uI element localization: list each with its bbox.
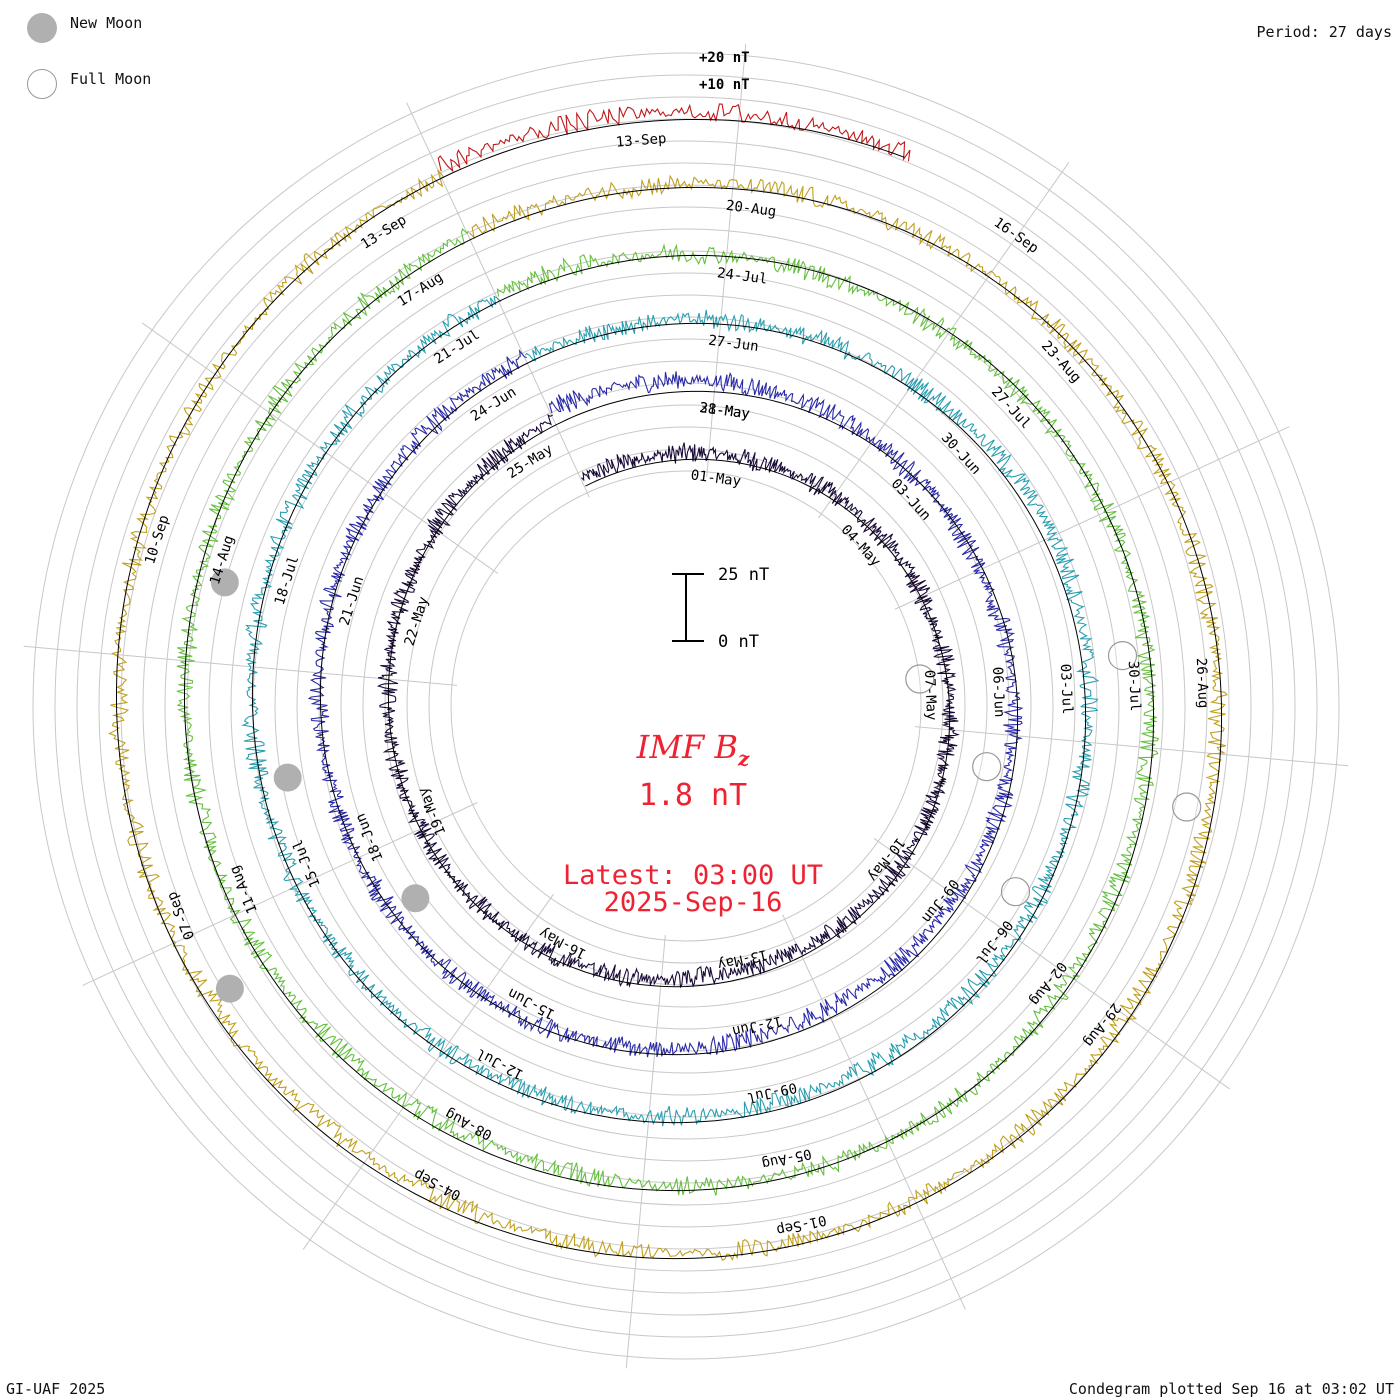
baseline-ring	[387, 423, 951, 988]
full-moon-icon	[27, 69, 57, 99]
latest-time: Latest: 03:00 UT	[562, 860, 824, 891]
baseline-ring	[116, 176, 1222, 1260]
date-labels: 01-May04-May07-May10-May13-May16-May19-M…	[142, 131, 1211, 1238]
date-label: 01-May	[690, 467, 742, 489]
new-moon-marker	[210, 568, 239, 597]
date-label: 27-Jun	[707, 333, 759, 355]
date-label: 13-Sep	[615, 131, 667, 151]
baseline-ring	[443, 119, 905, 178]
scale-bar-top-label: 25 nT	[718, 565, 769, 585]
date-label: 04-May	[838, 522, 884, 570]
date-label: 26-Aug	[1193, 658, 1211, 709]
grid-ring	[54, 74, 1318, 1338]
chart-title-main: IMF B	[636, 728, 738, 766]
grid-ring	[428, 448, 944, 964]
full-moon-marker	[1107, 640, 1138, 671]
date-label: 28-May	[699, 400, 751, 422]
date-label: 24-Jul	[716, 265, 768, 287]
date-label: 04-Sep	[411, 1166, 463, 1204]
bz-trace-2	[307, 349, 1024, 1058]
grid-ring	[406, 426, 966, 986]
moon-markers	[210, 568, 1202, 1003]
chart-title: IMF Bz	[0, 728, 1386, 770]
grid-ring	[252, 272, 1120, 1140]
date-label: 24-Jun	[468, 384, 519, 425]
grid-ring	[98, 118, 1274, 1294]
grid-ring	[450, 470, 922, 942]
plotted-label: Condegram plotted Sep 16 at 03:02 UT	[1068, 1380, 1394, 1398]
bz-trace-6	[437, 103, 911, 173]
ref-label-10: +10 nT	[699, 77, 750, 93]
grid-spoke	[625, 935, 666, 1369]
grid-ring	[340, 360, 1032, 1052]
credit-label: GI-UAF 2025	[6, 1380, 106, 1398]
bz-trace-4	[176, 227, 1160, 1196]
grid-spoke	[818, 162, 1070, 519]
date-label: 08-Aug	[443, 1105, 495, 1143]
grid-spoke	[915, 726, 1349, 767]
date-label: 17-Aug	[395, 269, 446, 310]
new-moon-label: New Moon	[70, 14, 143, 32]
bz-trace-1	[376, 413, 960, 989]
scale-bar: 25 nT 0 nT	[672, 565, 769, 652]
grid-spoke	[302, 893, 554, 1250]
new-moon-marker	[215, 974, 244, 1003]
grid-ring	[274, 294, 1098, 1118]
baseline-ring	[251, 300, 1087, 1124]
grid-ring	[296, 316, 1076, 1096]
reference-circles	[116, 119, 1222, 1260]
date-label: 10-Sep	[142, 513, 172, 566]
period-label: Period: 27 days	[1256, 23, 1392, 41]
full-moon-marker	[972, 752, 1002, 782]
date-label: 21-Jun	[337, 574, 367, 627]
baseline-ring	[184, 238, 1155, 1192]
new-moon-marker	[401, 884, 430, 913]
full-moon-marker	[905, 664, 935, 694]
grid-ring	[230, 250, 1142, 1162]
date-label: 31-May	[699, 400, 751, 422]
grid-ring	[142, 162, 1230, 1250]
grid-ring	[76, 96, 1296, 1316]
grid-ring	[186, 206, 1186, 1206]
grid-ring	[120, 140, 1252, 1272]
grid-spoke	[894, 426, 1290, 610]
grid-ring	[32, 52, 1340, 1360]
current-value: 1.8 nT	[638, 778, 748, 813]
date-label: 27-Jul	[988, 384, 1034, 432]
latest-date: 2025-Sep-16	[603, 887, 783, 918]
date-label: 18-Jul	[272, 554, 302, 607]
date-label: 07-May	[921, 670, 939, 721]
date-label: 03-Jul	[1057, 664, 1075, 715]
date-label: 20-Aug	[725, 198, 777, 220]
date-label: 12-Jul	[474, 1045, 526, 1083]
grid-ring	[384, 404, 988, 1008]
date-label: 01-Sep	[775, 1212, 828, 1239]
reference-labels: +20 nT +10 nT	[699, 50, 750, 93]
grid-spoke	[406, 102, 590, 498]
date-label: 22-May	[402, 595, 432, 648]
date-label: 30-Jul	[1125, 661, 1143, 712]
ref-label-20: +20 nT	[699, 50, 750, 66]
polar-grid-spokes	[23, 43, 1349, 1369]
baseline-ring	[319, 362, 1019, 1056]
date-label: 21-Jul	[431, 327, 482, 368]
new-moon-icon	[27, 13, 57, 43]
date-label: 06-Jun	[989, 667, 1007, 718]
date-label: 13-Sep	[358, 212, 409, 253]
new-moon-marker	[273, 763, 302, 792]
full-moon-label: Full Moon	[70, 70, 152, 88]
scale-bar-bottom-label: 0 nT	[718, 632, 759, 652]
grid-ring	[318, 338, 1054, 1074]
grid-spoke	[82, 802, 478, 986]
polar-grid-rings	[32, 52, 1340, 1360]
grid-ring	[208, 228, 1164, 1184]
chart-title-sub: z	[737, 746, 750, 771]
grid-spoke	[873, 838, 1230, 1090]
full-moon-marker	[1172, 792, 1202, 822]
full-moon-marker	[1000, 877, 1031, 907]
grid-spoke	[782, 914, 966, 1310]
bz-trace-3	[241, 295, 1100, 1127]
